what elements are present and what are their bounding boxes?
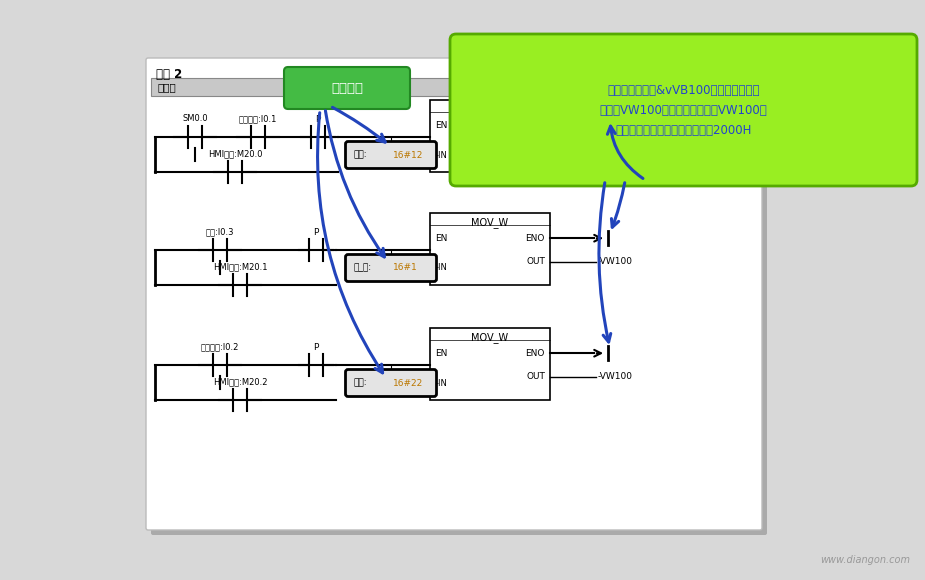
Text: 反转:: 反转: bbox=[353, 379, 366, 387]
Text: 下图说明: 下图说明 bbox=[331, 82, 363, 95]
Text: MOV_W: MOV_W bbox=[472, 104, 509, 115]
Text: -IN: -IN bbox=[436, 150, 448, 160]
Text: HMI反转:M20.2: HMI反转:M20.2 bbox=[213, 377, 267, 386]
Text: ENO: ENO bbox=[525, 234, 545, 242]
Text: ENO: ENO bbox=[525, 121, 545, 130]
Text: 16#1: 16#1 bbox=[393, 263, 417, 273]
Text: ENO: ENO bbox=[525, 349, 545, 358]
FancyBboxPatch shape bbox=[450, 34, 917, 186]
Text: 16#12: 16#12 bbox=[393, 150, 423, 160]
Text: P: P bbox=[315, 115, 321, 124]
Text: P: P bbox=[314, 228, 319, 237]
Text: 停止:I0.3: 停止:I0.3 bbox=[205, 227, 234, 236]
Text: -IN: -IN bbox=[436, 379, 448, 387]
Text: 刚才指令中中的&vVB100，这里必须使用
字，即VW100，把指令代码传给VW100，
上面的传送指令在传给变频器的2000H: 刚才指令中中的&vVB100，这里必须使用 字，即VW100，把指令代码传给VW… bbox=[599, 84, 768, 136]
Text: EN: EN bbox=[435, 234, 448, 242]
Text: -VW100: -VW100 bbox=[598, 144, 633, 154]
Text: OUT: OUT bbox=[526, 372, 545, 382]
Text: EN: EN bbox=[435, 121, 448, 130]
Bar bbox=[430, 213, 550, 285]
Bar bbox=[730, 78, 754, 96]
Text: 写功能: 写功能 bbox=[158, 82, 177, 92]
FancyBboxPatch shape bbox=[146, 58, 762, 530]
Text: MOV_W: MOV_W bbox=[472, 217, 509, 228]
FancyBboxPatch shape bbox=[284, 67, 410, 109]
Text: -VW100: -VW100 bbox=[598, 258, 633, 266]
Text: 正转启动:I0.1: 正转启动:I0.1 bbox=[239, 114, 278, 123]
FancyBboxPatch shape bbox=[346, 255, 437, 281]
FancyBboxPatch shape bbox=[151, 63, 767, 535]
Text: www.diangon.com: www.diangon.com bbox=[820, 555, 910, 565]
FancyBboxPatch shape bbox=[346, 369, 437, 397]
Text: 网络 2: 网络 2 bbox=[156, 68, 182, 81]
Text: SM0.0: SM0.0 bbox=[182, 114, 208, 123]
Text: 停_止:: 停_止: bbox=[353, 263, 371, 273]
Text: OUT: OUT bbox=[526, 258, 545, 266]
Text: P: P bbox=[314, 343, 319, 352]
Text: HMI启动:M20.0: HMI启动:M20.0 bbox=[208, 149, 263, 158]
Bar bbox=[430, 100, 550, 172]
Text: 正转:: 正转: bbox=[353, 150, 366, 160]
Text: MOV_W: MOV_W bbox=[472, 332, 509, 343]
Text: EN: EN bbox=[435, 349, 448, 358]
Bar bbox=[151, 78, 757, 96]
Text: HMI停止:M20.1: HMI停止:M20.1 bbox=[213, 262, 267, 271]
Text: 反转启动:I0.2: 反转启动:I0.2 bbox=[201, 342, 240, 351]
Bar bbox=[430, 328, 550, 400]
FancyBboxPatch shape bbox=[346, 142, 437, 169]
Text: -VW100: -VW100 bbox=[598, 372, 633, 382]
Text: OUT: OUT bbox=[526, 144, 545, 154]
Text: 16#22: 16#22 bbox=[393, 379, 423, 387]
Text: -IN: -IN bbox=[436, 263, 448, 273]
